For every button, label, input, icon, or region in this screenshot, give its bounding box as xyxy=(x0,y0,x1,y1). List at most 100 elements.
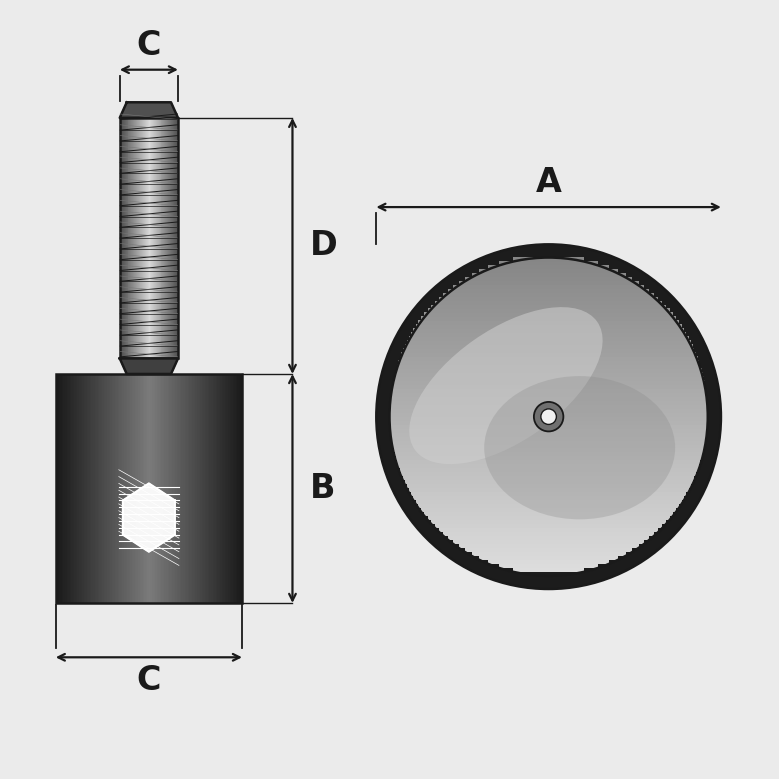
Bar xyxy=(393,380,704,385)
Bar xyxy=(499,563,598,568)
Bar xyxy=(130,374,132,603)
Bar xyxy=(398,464,699,468)
Bar xyxy=(224,374,225,603)
Bar xyxy=(180,374,182,603)
Bar xyxy=(142,118,143,358)
Bar xyxy=(394,372,703,377)
Bar xyxy=(425,312,673,317)
Bar xyxy=(175,374,177,603)
Bar xyxy=(222,374,224,603)
Bar xyxy=(453,539,644,544)
Bar xyxy=(72,374,74,603)
Bar xyxy=(404,344,693,349)
Bar xyxy=(153,374,155,603)
Ellipse shape xyxy=(541,409,556,425)
Bar xyxy=(513,257,584,262)
Bar xyxy=(144,118,145,358)
Bar xyxy=(239,374,241,603)
Bar xyxy=(413,329,684,333)
Bar xyxy=(391,388,706,393)
Bar xyxy=(173,118,174,358)
Bar xyxy=(231,374,233,603)
Bar xyxy=(127,374,129,603)
Bar xyxy=(143,118,144,358)
Bar xyxy=(66,374,68,603)
Bar xyxy=(400,467,698,472)
Bar xyxy=(194,374,196,603)
Bar xyxy=(90,374,91,603)
Bar xyxy=(435,523,662,528)
Bar xyxy=(155,118,156,358)
Bar xyxy=(188,374,189,603)
Bar xyxy=(228,374,230,603)
Bar xyxy=(465,277,633,281)
Bar xyxy=(82,374,83,603)
Bar xyxy=(172,118,173,358)
Bar xyxy=(136,118,137,358)
Bar xyxy=(68,374,69,603)
Bar xyxy=(421,316,676,321)
Bar xyxy=(145,118,146,358)
Bar xyxy=(459,280,639,285)
Bar xyxy=(391,392,707,397)
Bar xyxy=(409,488,689,492)
Bar xyxy=(134,118,136,358)
Bar xyxy=(104,374,105,603)
Bar xyxy=(100,374,102,603)
Bar xyxy=(167,118,168,358)
Bar xyxy=(453,284,644,289)
Bar xyxy=(178,374,180,603)
Bar xyxy=(439,527,658,532)
Bar xyxy=(140,118,141,358)
Bar xyxy=(394,452,703,456)
Bar xyxy=(234,374,236,603)
Bar xyxy=(166,374,167,603)
Bar xyxy=(390,412,708,417)
Bar xyxy=(217,374,219,603)
Bar xyxy=(59,374,61,603)
Bar xyxy=(105,374,107,603)
Bar xyxy=(85,374,86,603)
Bar xyxy=(177,118,178,358)
Bar xyxy=(97,374,99,603)
Bar xyxy=(205,374,206,603)
Bar xyxy=(83,374,85,603)
Polygon shape xyxy=(123,484,175,552)
Bar xyxy=(488,559,609,564)
Bar xyxy=(108,374,110,603)
Bar xyxy=(182,374,183,603)
Bar xyxy=(390,400,707,405)
Bar xyxy=(416,499,682,504)
Bar xyxy=(122,374,124,603)
Bar xyxy=(110,374,111,603)
Bar xyxy=(130,118,132,358)
Bar xyxy=(411,333,686,337)
Bar xyxy=(161,374,163,603)
Bar xyxy=(151,118,152,358)
Bar xyxy=(396,456,702,460)
Bar xyxy=(77,374,79,603)
Bar xyxy=(119,374,121,603)
Bar xyxy=(164,118,165,358)
Bar xyxy=(79,374,80,603)
Bar xyxy=(139,118,140,358)
Bar xyxy=(225,374,227,603)
Bar xyxy=(171,374,172,603)
Bar xyxy=(172,374,174,603)
Bar xyxy=(413,495,684,500)
Bar xyxy=(432,520,666,524)
Bar xyxy=(409,337,689,341)
Bar xyxy=(407,340,691,345)
Bar xyxy=(211,374,213,603)
Bar xyxy=(479,555,618,560)
Bar xyxy=(152,118,153,358)
Bar xyxy=(102,374,104,603)
Bar xyxy=(137,118,138,358)
Bar xyxy=(401,471,696,476)
Bar xyxy=(432,305,666,309)
Bar xyxy=(390,404,707,409)
Bar xyxy=(122,118,124,358)
Bar xyxy=(164,374,166,603)
Bar xyxy=(397,460,700,464)
Bar xyxy=(148,118,149,358)
